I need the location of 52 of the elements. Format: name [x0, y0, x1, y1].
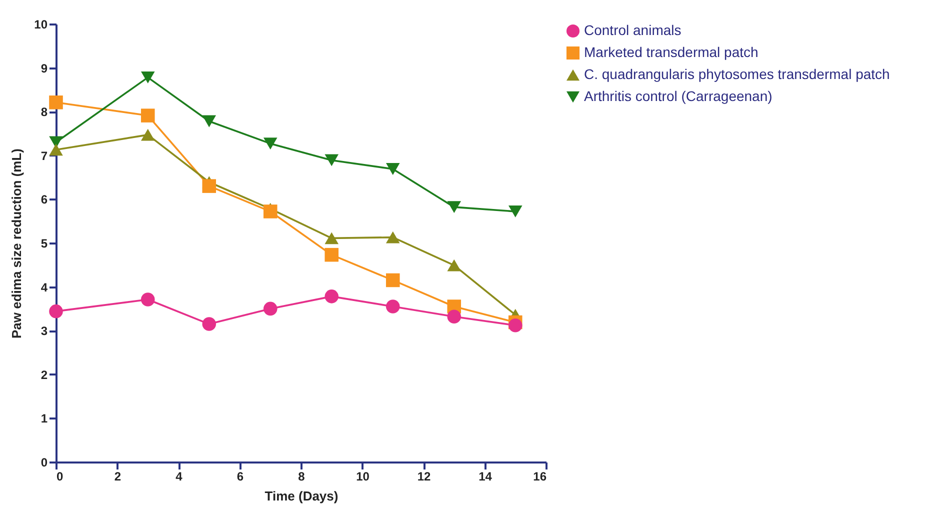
point — [140, 292, 155, 306]
point — [447, 259, 462, 272]
point — [202, 179, 216, 193]
legend-label: Marketed transdermal patch — [584, 44, 758, 60]
point — [140, 128, 155, 141]
x-tick-label: 2 — [114, 470, 122, 484]
x-tick-label: 16 — [533, 470, 547, 484]
point — [386, 273, 400, 288]
y-axis-title: Paw edima size reduction (mL) — [9, 148, 24, 338]
point — [508, 318, 522, 332]
point — [324, 154, 339, 166]
y-tick-label: 2 — [40, 368, 48, 382]
point — [386, 163, 400, 175]
point — [386, 231, 400, 244]
point — [49, 96, 63, 110]
y-tick-label: 8 — [40, 105, 48, 120]
x-axis-title: Time (Days) — [264, 488, 338, 504]
y-tick-label: 7 — [40, 148, 48, 163]
point — [202, 317, 216, 331]
y-tick-label: 9 — [40, 61, 48, 76]
point — [263, 302, 278, 316]
x-tick-label: 4 — [176, 470, 183, 484]
legend-label: C. quadrangularis phytosomes transdermal patch — [584, 66, 890, 82]
point — [386, 300, 400, 314]
y-tick-label: 0 — [40, 456, 48, 470]
point — [324, 232, 339, 244]
point — [447, 201, 462, 214]
y-tick-label: 3 — [40, 324, 48, 338]
x-tick-label: 14 — [478, 470, 492, 484]
point — [263, 138, 278, 150]
x-tick-label: 12 — [417, 470, 431, 484]
y-tick-label: 1 — [40, 412, 48, 426]
point — [49, 144, 63, 156]
y-tick-label: 6 — [40, 192, 48, 207]
x-tick-label: 10 — [356, 470, 370, 484]
point — [324, 290, 339, 304]
point — [140, 108, 155, 122]
point — [49, 304, 63, 318]
point — [140, 71, 155, 84]
point — [324, 248, 339, 262]
y-tick-label: 5 — [40, 236, 48, 250]
legend-label: Control animals — [584, 22, 682, 38]
point — [202, 115, 216, 128]
legend-label: Arthritis control (Carrageenan) — [584, 88, 772, 104]
y-tick-label: 10 — [34, 18, 48, 32]
point — [263, 204, 278, 218]
x-tick-label: 8 — [298, 470, 306, 484]
point — [447, 310, 462, 324]
y-tick-label: 4 — [40, 280, 48, 294]
point — [508, 205, 522, 218]
x-tick-label: 6 — [236, 470, 244, 484]
x-tick-label: 0 — [56, 470, 64, 484]
